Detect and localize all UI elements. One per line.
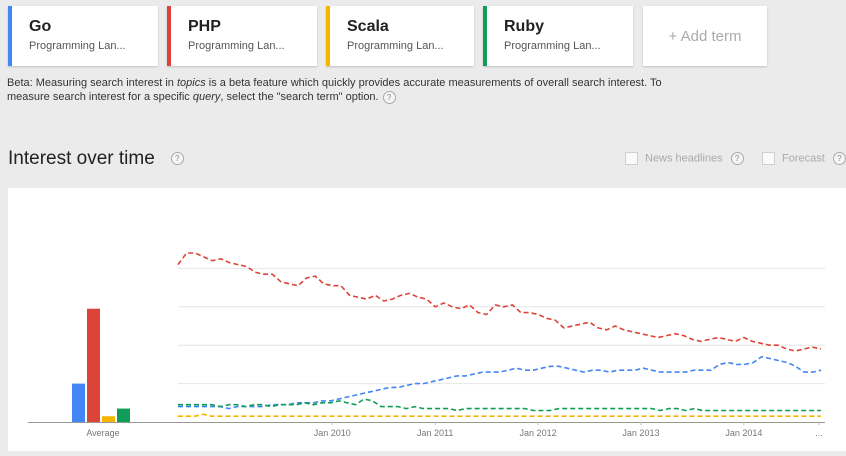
chart-panel: Average Jan 2010 Jan 2011 Jan 2012 Jan 2013 J… [8, 188, 846, 451]
term-card-go[interactable]: Go Programming Lan... [8, 6, 158, 66]
average-bar-go [72, 383, 85, 422]
news-headlines-label: News headlines? [645, 152, 744, 165]
add-term-button[interactable]: + Add term [643, 6, 767, 66]
series-line-php [177, 252, 822, 352]
term-name: Go [29, 18, 52, 35]
option-text: Forecast [782, 152, 825, 165]
option-text: News headlines [645, 152, 723, 165]
average-bar-ruby [117, 408, 130, 422]
term-card-php[interactable]: PHP Programming Lan... [167, 6, 317, 66]
x-tick-label: Jan 2010 [314, 428, 351, 438]
term-name: Scala [347, 18, 389, 35]
x-tick-label: ... [815, 428, 823, 438]
term-card-ruby[interactable]: Ruby Programming Lan... [483, 6, 633, 66]
section-title-text: Interest over time [8, 148, 155, 169]
x-tick-label: Jan 2011 [417, 428, 453, 438]
section-title: Interest over time? [8, 148, 184, 170]
note-text: is a beta feature which quickly provides… [7, 77, 662, 103]
interest-over-time-chart: Average Jan 2010 Jan 2011 Jan 2012 Jan 2013 J… [28, 252, 825, 438]
average-label: Average [86, 428, 119, 438]
term-category: Programming Lan... [188, 40, 285, 52]
term-category: Programming Lan... [504, 40, 601, 52]
term-color-bar [326, 6, 330, 66]
note-topics: topics [176, 77, 206, 89]
term-name: Ruby [504, 18, 544, 35]
help-icon[interactable]: ? [170, 152, 184, 166]
note-text: , select the "search term" option. [220, 91, 379, 103]
term-name: PHP [188, 18, 221, 35]
average-bar-php [87, 308, 100, 422]
forecast-checkbox[interactable] [762, 152, 775, 165]
forecast-label: Forecast? [782, 152, 846, 165]
help-icon[interactable]: ? [382, 90, 396, 104]
term-color-bar [483, 6, 487, 66]
note-text: Beta: Measuring search interest in [7, 77, 177, 89]
series-line-go [178, 355, 822, 410]
x-tick-label: Jan 2012 [520, 428, 557, 438]
term-card-scala[interactable]: Scala Programming Lan... [326, 6, 474, 66]
beta-note: Beta: Measuring search interest in topic… [7, 76, 707, 104]
note-query: query [192, 91, 221, 103]
help-icon[interactable]: ? [730, 152, 744, 165]
term-color-bar [167, 6, 171, 66]
average-bar-scala [102, 416, 115, 422]
x-tick-label: Jan 2014 [725, 428, 762, 438]
news-headlines-checkbox[interactable] [625, 152, 638, 165]
series-line-ruby [178, 398, 821, 412]
term-category: Programming Lan... [29, 40, 126, 52]
x-tick-label: Jan 2013 [622, 428, 659, 438]
term-color-bar [8, 6, 12, 66]
help-icon[interactable]: ? [832, 152, 846, 165]
series-line-scala [178, 413, 821, 417]
term-category: Programming Lan... [347, 40, 444, 52]
